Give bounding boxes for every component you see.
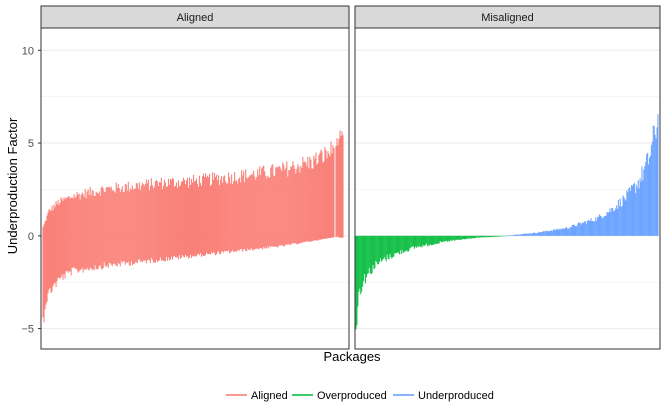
y-axis-label: Underproduction Factor: [5, 117, 20, 254]
grid-lines: [355, 49, 660, 330]
facet-panel-aligned: Aligned: [38, 5, 350, 350]
legend-label-aligned: Aligned: [251, 390, 288, 402]
series-aligned: [42, 130, 344, 323]
series-underproduced: [506, 114, 659, 236]
legend: Aligned Overproduced Underproduced: [226, 390, 494, 402]
legend-label-underproduced: Underproduced: [418, 390, 494, 402]
facet-panels: Aligned Misaligned: [38, 5, 661, 350]
y-tick-label: 0: [28, 231, 34, 243]
facet-strip-label: Misaligned: [481, 12, 534, 24]
y-axis-title: Underproduction Factor: [5, 117, 20, 254]
panel-border: [40, 27, 350, 350]
y-tick-label: 10: [22, 45, 34, 57]
facet-panel-misaligned: Misaligned: [354, 5, 661, 350]
series-overproduced: [355, 235, 508, 330]
facet-strip-label: Aligned: [177, 12, 214, 24]
y-tick-labels: −5 0 5 10: [21, 45, 34, 335]
legend-label-overproduced: Overproduced: [317, 390, 387, 402]
y-tick-label: 5: [28, 138, 34, 150]
x-axis-label: Packages: [323, 349, 381, 364]
panel-border: [354, 27, 661, 350]
y-tick-label: −5: [21, 324, 34, 336]
